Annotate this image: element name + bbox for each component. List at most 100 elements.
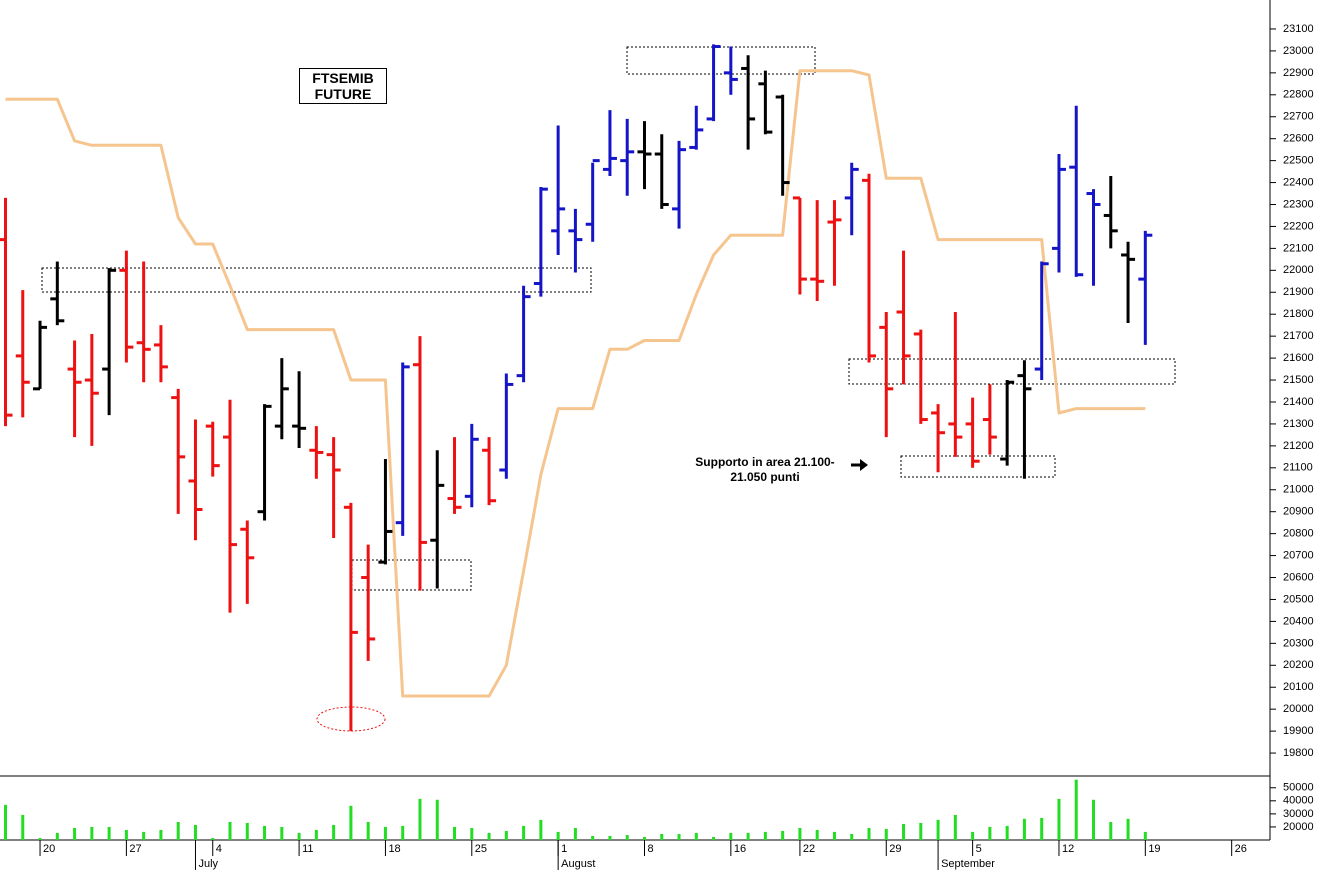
volume-bar: [625, 835, 629, 840]
ohlc-bar: [533, 186, 548, 297]
ohlc-bar: [274, 358, 289, 440]
volume-bar: [729, 832, 733, 840]
volume-bar: [522, 825, 526, 840]
volume-bar: [850, 833, 854, 840]
volume-bar: [936, 819, 940, 840]
volume-bar: [142, 831, 146, 840]
ohlc-bar: [896, 250, 911, 385]
x-tick-label: 1: [561, 843, 567, 855]
y-tick-label: 22400: [1283, 176, 1314, 188]
x-tick-label: 11: [302, 843, 313, 855]
ohlc-bar: [585, 159, 600, 242]
volume-bar: [159, 829, 163, 840]
volume-bar: [798, 827, 802, 840]
zones: [41, 46, 1176, 591]
ohlc-bar: [568, 208, 583, 273]
ohlc-bar: [153, 325, 168, 383]
volume-bar: [660, 833, 664, 840]
overlay-layer: [5, 69, 1146, 698]
volume-bar: [297, 832, 301, 840]
ohlc-bar: [188, 419, 203, 541]
x-tick-label: 12: [1062, 843, 1074, 855]
y-tick-label: 40000: [1283, 795, 1314, 807]
ohlc-bar: [292, 371, 307, 449]
zone-box: [626, 46, 816, 75]
ohlc-bar: [689, 105, 704, 150]
volume-bar: [470, 827, 474, 840]
y-tick-label: 21700: [1283, 330, 1314, 342]
y-tick-label: 21000: [1283, 484, 1314, 496]
ohlc-bar: [205, 421, 220, 477]
volume-bar: [38, 838, 42, 840]
ohlc-bar: [464, 423, 479, 508]
x-tick-label: 26: [1235, 843, 1247, 855]
ohlc-bar: [257, 404, 272, 521]
y-tick-label: 23100: [1283, 23, 1314, 35]
ohlc-bar: [395, 362, 410, 536]
y-tick-label: 21600: [1283, 352, 1314, 364]
volume-bar: [107, 826, 111, 840]
ohlc-bar: [913, 329, 928, 424]
y-tick-label: 30000: [1283, 808, 1314, 820]
ohlc-bar: [931, 404, 946, 473]
ohlc-bar: [827, 200, 842, 286]
volume-bar: [763, 831, 767, 840]
x-tick-label: 22: [803, 843, 815, 855]
volume-bar: [1022, 818, 1026, 840]
ohlc-bar: [67, 340, 82, 438]
volume-bar: [4, 804, 7, 840]
ohlc-bar: [1121, 241, 1136, 323]
volume-bar: [781, 830, 785, 840]
volume-bar: [211, 838, 215, 840]
x-tick-label: 25: [475, 843, 487, 855]
ohlc-bar: [1069, 105, 1084, 277]
ohlc-bar: [706, 44, 721, 122]
volume-bar: [193, 824, 197, 840]
ohlc-bar: [412, 336, 427, 591]
ohlc-bar: [602, 110, 617, 176]
volume-bar: [1092, 799, 1096, 840]
ohlc-bar: [965, 397, 980, 468]
ohlc-bar: [948, 312, 963, 457]
volume-bar: [556, 831, 560, 840]
volume-bar: [884, 828, 888, 840]
volume-bar: [815, 829, 819, 840]
ohlc-bar: [792, 196, 807, 295]
ohlc-bar: [879, 312, 894, 438]
ohlc-bar: [982, 384, 997, 455]
y-tick-label: 21900: [1283, 286, 1314, 298]
x-tick-label: 8: [647, 843, 653, 855]
y-tick-label: 21500: [1283, 374, 1314, 386]
ohlc-bar: [654, 134, 669, 209]
x-tick-label: 19: [1148, 843, 1160, 855]
volume-bar: [867, 827, 871, 840]
zone-box: [900, 455, 1056, 478]
volume-bar: [73, 827, 77, 840]
volume-bar: [712, 836, 716, 840]
ohlc-bar: [430, 450, 445, 589]
y-tick-label: 20000: [1283, 703, 1314, 715]
volume-bar: [366, 821, 370, 840]
volume-bar: [124, 829, 128, 840]
ohlc-bar: [119, 250, 134, 363]
zone-box: [351, 559, 472, 591]
ohlc-bar: [551, 125, 566, 255]
low-marker: [316, 706, 386, 732]
arrow: [851, 459, 868, 471]
volume-bar: [401, 825, 405, 840]
ohlc-bar: [223, 399, 238, 613]
volume-bar: [453, 826, 457, 840]
ohlc-bar: [50, 261, 65, 326]
x-tick-label: 27: [129, 843, 141, 855]
y-tick-label: 20100: [1283, 681, 1314, 693]
x-tick-label: 16: [734, 843, 746, 855]
ohlc-bar: [482, 437, 497, 506]
y-tick-label: 19900: [1283, 725, 1314, 737]
x-tick-label: 5: [976, 843, 982, 855]
y-tick-label: 22700: [1283, 111, 1314, 123]
ohlc-bar: [1051, 154, 1066, 273]
x-tick-label: 4: [216, 843, 222, 855]
volume-bar: [90, 826, 94, 840]
